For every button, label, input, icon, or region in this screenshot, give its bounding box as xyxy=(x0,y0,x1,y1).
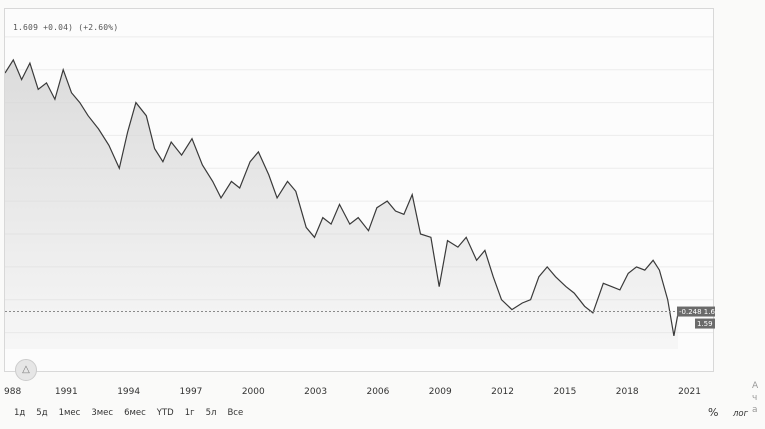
range-1y-button[interactable]: 1г xyxy=(184,408,195,418)
x-tick-label: 2015 xyxy=(553,387,576,397)
x-tick-label: 2018 xyxy=(616,387,639,397)
range-5y-button[interactable]: 5л xyxy=(205,408,217,418)
x-tick-label: 2000 xyxy=(242,387,265,397)
price-badge xyxy=(677,306,715,317)
price-readout: 1.609 +0.04) (+2.60%) xyxy=(13,23,119,32)
series-line xyxy=(5,58,679,337)
chart-panel[interactable]: 10.0009.0008.0007.0006.0005.0004.0003.00… xyxy=(4,8,715,381)
last-price-badge-label: 1.59 xyxy=(697,320,713,328)
x-tick-label: 1994 xyxy=(117,387,140,397)
range-all-button[interactable]: Все xyxy=(227,408,244,418)
x-tick-label: 2009 xyxy=(429,387,452,397)
x-tick-label: 988 xyxy=(4,387,21,397)
range-6m-button[interactable]: 6мес xyxy=(124,408,146,418)
price-chart[interactable]: 10.0009.0008.0007.0006.0005.0004.0003.00… xyxy=(5,9,715,373)
side-letter: ч xyxy=(752,393,758,403)
x-tick-label: 1991 xyxy=(55,387,78,397)
range-1d-button[interactable]: 1д xyxy=(14,408,26,418)
x-tick-label: 2006 xyxy=(366,387,389,397)
range-5d-button[interactable]: 5д xyxy=(36,408,48,418)
range-selector: 1д 5д 1мес 3мес 6мес YTD 1г 5л Все xyxy=(14,408,243,418)
side-letters: A ч a xyxy=(752,380,764,416)
log-scale-toggle[interactable]: лог xyxy=(733,409,749,419)
series-area xyxy=(5,59,679,350)
x-tick-label: 2003 xyxy=(304,387,327,397)
range-ytd-button[interactable]: YTD xyxy=(156,408,174,418)
x-tick-label: 2021 xyxy=(678,387,701,397)
last-price-badge xyxy=(695,318,715,329)
side-letter: A xyxy=(752,381,759,391)
side-letter: a xyxy=(752,405,758,415)
x-tick-label: 2012 xyxy=(491,387,514,397)
x-axis: 988 1991 1994 1997 2000 2003 2006 2009 2012 2015 2… xyxy=(4,387,701,397)
tradingview-logo-icon[interactable]: △ xyxy=(15,359,37,381)
range-1m-button[interactable]: 1мес xyxy=(58,408,81,418)
range-3m-button[interactable]: 3мес xyxy=(91,408,114,418)
percent-scale-toggle[interactable]: % xyxy=(708,406,719,419)
x-tick-label: 1997 xyxy=(180,387,203,397)
price-badge-label: -0.248 1.639 xyxy=(679,308,715,316)
